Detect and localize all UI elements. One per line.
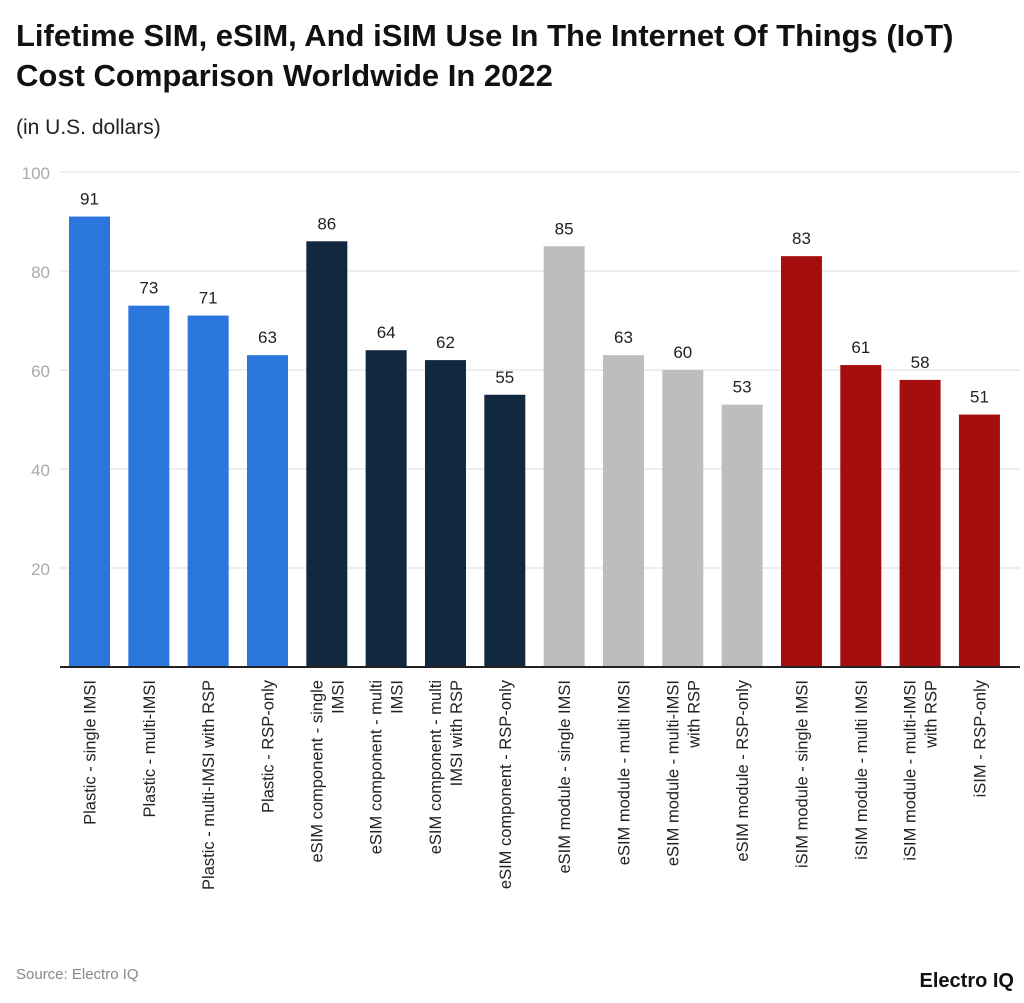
bar [543, 246, 585, 667]
data-label: 62 [436, 333, 455, 352]
data-label: 63 [614, 328, 633, 347]
data-label: 51 [970, 388, 989, 407]
x-tick-label: IMSI with RSP [448, 680, 466, 786]
data-label: 64 [377, 323, 396, 342]
x-tick-label: eSIM module - single IMSI [556, 680, 574, 874]
chart-subtitle: (in U.S. dollars) [16, 116, 161, 139]
data-label: 58 [911, 353, 930, 372]
x-tick-label: iSIM module - multi IMSI [853, 680, 871, 860]
data-label: 83 [792, 229, 811, 248]
x-tick-label: iSIM module - multi-IMSI [902, 680, 920, 861]
bar [365, 350, 407, 667]
data-label: 60 [673, 343, 692, 362]
x-tick-label: IMSI [329, 680, 347, 714]
x-tick-label: eSIM component - RSP-only [497, 679, 515, 889]
bar [721, 404, 763, 667]
data-label: 85 [555, 219, 574, 238]
data-label: 71 [199, 289, 218, 308]
y-tick-label: 80 [31, 263, 50, 282]
x-tick-label: IMSI [389, 680, 407, 714]
x-tick-label: Plastic - single IMSI [82, 680, 100, 825]
bar [69, 216, 110, 668]
y-tick-label: 100 [22, 164, 50, 183]
x-tick-label: iSIM - RSP-only [971, 679, 989, 797]
bar [840, 365, 882, 667]
electro-iq-logo: Electro IQ [919, 970, 1014, 992]
data-label: 86 [317, 214, 336, 233]
bar [187, 315, 229, 667]
x-tick-label: with RSP [923, 680, 941, 749]
bar [780, 256, 822, 667]
bar [602, 355, 644, 667]
x-tick-label: iSIM module - single IMSI [793, 680, 811, 868]
bar [662, 370, 704, 667]
data-label: 61 [851, 338, 870, 357]
bar-chart: 20 40 60 80 100 91 Plastic - single IMSI 73 Plas… [22, 164, 1020, 890]
data-label: 63 [258, 328, 277, 347]
chart-title: Lifetime SIM, eSIM, And iSIM Use In The … [16, 18, 954, 93]
bar [424, 360, 466, 667]
bar [484, 394, 526, 667]
bar [306, 241, 348, 668]
x-tick-label: eSIM module - multi-IMSI [664, 680, 682, 866]
bar [246, 355, 288, 667]
x-tick-label: eSIM component - multi [368, 680, 386, 854]
x-tick-label: Plastic - multi-IMSI with RSP [200, 680, 218, 890]
x-tick-label: eSIM component - multi [427, 680, 445, 854]
y-tick-label: 60 [31, 362, 50, 381]
y-tick-label: 20 [31, 560, 50, 579]
y-tick-label: 40 [31, 461, 50, 480]
data-label: 91 [80, 190, 99, 209]
data-label: 55 [495, 368, 514, 387]
bar [958, 414, 1000, 667]
x-tick-label: Plastic - RSP-only [259, 679, 277, 813]
bar [128, 305, 170, 667]
x-tick-label: eSIM module - multi IMSI [615, 680, 633, 865]
data-label: 53 [733, 378, 752, 397]
x-tick-label: with RSP [685, 680, 703, 749]
data-label: 73 [139, 279, 158, 298]
x-tick-label: eSIM component - single [308, 680, 326, 863]
x-tick-label: eSIM module - RSP-only [734, 679, 752, 861]
x-tick-label: Plastic - multi-IMSI [141, 680, 159, 818]
source-note: Source: Electro IQ [16, 966, 139, 983]
bar [899, 379, 941, 667]
